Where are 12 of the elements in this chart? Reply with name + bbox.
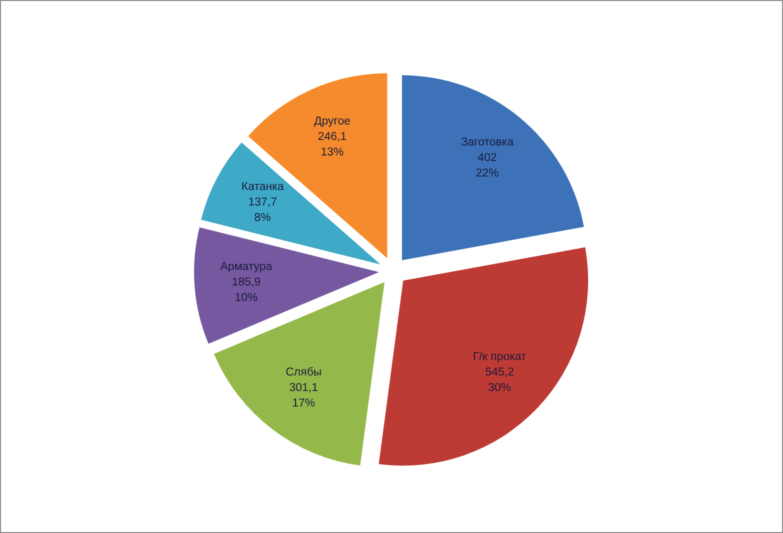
data-label: 301,1 17% (289, 382, 318, 410)
data-label: 246,1 13% (318, 130, 347, 158)
slice-label: Арматура (220, 260, 273, 273)
slice-label: Заготовка (460, 136, 514, 148)
data-label: 402 22% (476, 152, 499, 180)
slice-label: Катанка (241, 181, 284, 194)
slice-label: Г/к прокат (472, 350, 528, 363)
slice-label: Слябы (286, 366, 322, 378)
data-label: 137,7 8% (248, 196, 277, 224)
slice-label: Другое (314, 115, 351, 128)
data-label: 185,9 10% (232, 276, 261, 304)
data-label: 545,2 30% (485, 366, 514, 394)
